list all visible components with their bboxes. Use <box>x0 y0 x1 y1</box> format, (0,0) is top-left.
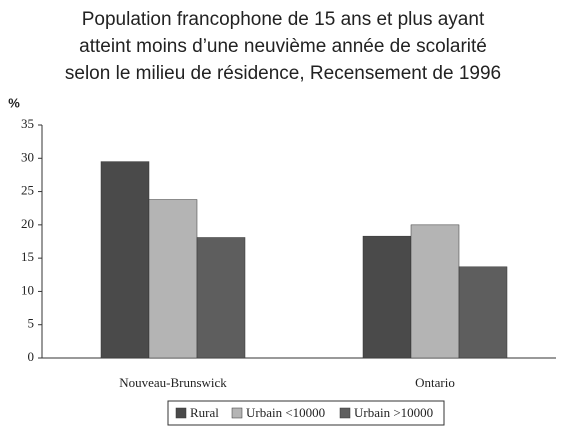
chart-title: selon le milieu de résidence, Recensemen… <box>65 63 501 84</box>
y-tick-label: 30 <box>21 149 34 164</box>
y-tick-label: 25 <box>21 183 34 198</box>
bar <box>410 224 460 359</box>
legend-swatch <box>175 407 187 419</box>
y-tick-label: 5 <box>28 316 35 331</box>
y-axis-label: % <box>8 95 20 110</box>
x-tick-label: Nouveau-Brunswick <box>119 375 227 390</box>
bar <box>458 266 508 359</box>
y-tick-label: 35 <box>21 116 34 131</box>
legend-swatch <box>339 407 351 419</box>
chart-title: Population francophone de 15 ans et plus… <box>82 9 485 30</box>
chart-title: atteint moins d’une neuvième année de sc… <box>79 36 487 57</box>
x-tick-label: Ontario <box>415 375 455 390</box>
legend-box <box>167 400 445 426</box>
legend-swatch <box>231 407 243 419</box>
legend-label: Rural <box>190 405 219 420</box>
y-tick-label: 10 <box>21 282 34 297</box>
y-tick-label: 15 <box>21 249 34 264</box>
legend-label: Urbain <10000 <box>246 405 325 420</box>
y-tick-label: 0 <box>28 349 35 364</box>
y-tick-label: 20 <box>21 216 34 231</box>
bar <box>362 235 412 359</box>
legend-label: Urbain >10000 <box>354 405 433 420</box>
bar <box>148 199 198 359</box>
bar <box>196 237 246 359</box>
bar <box>100 161 150 359</box>
